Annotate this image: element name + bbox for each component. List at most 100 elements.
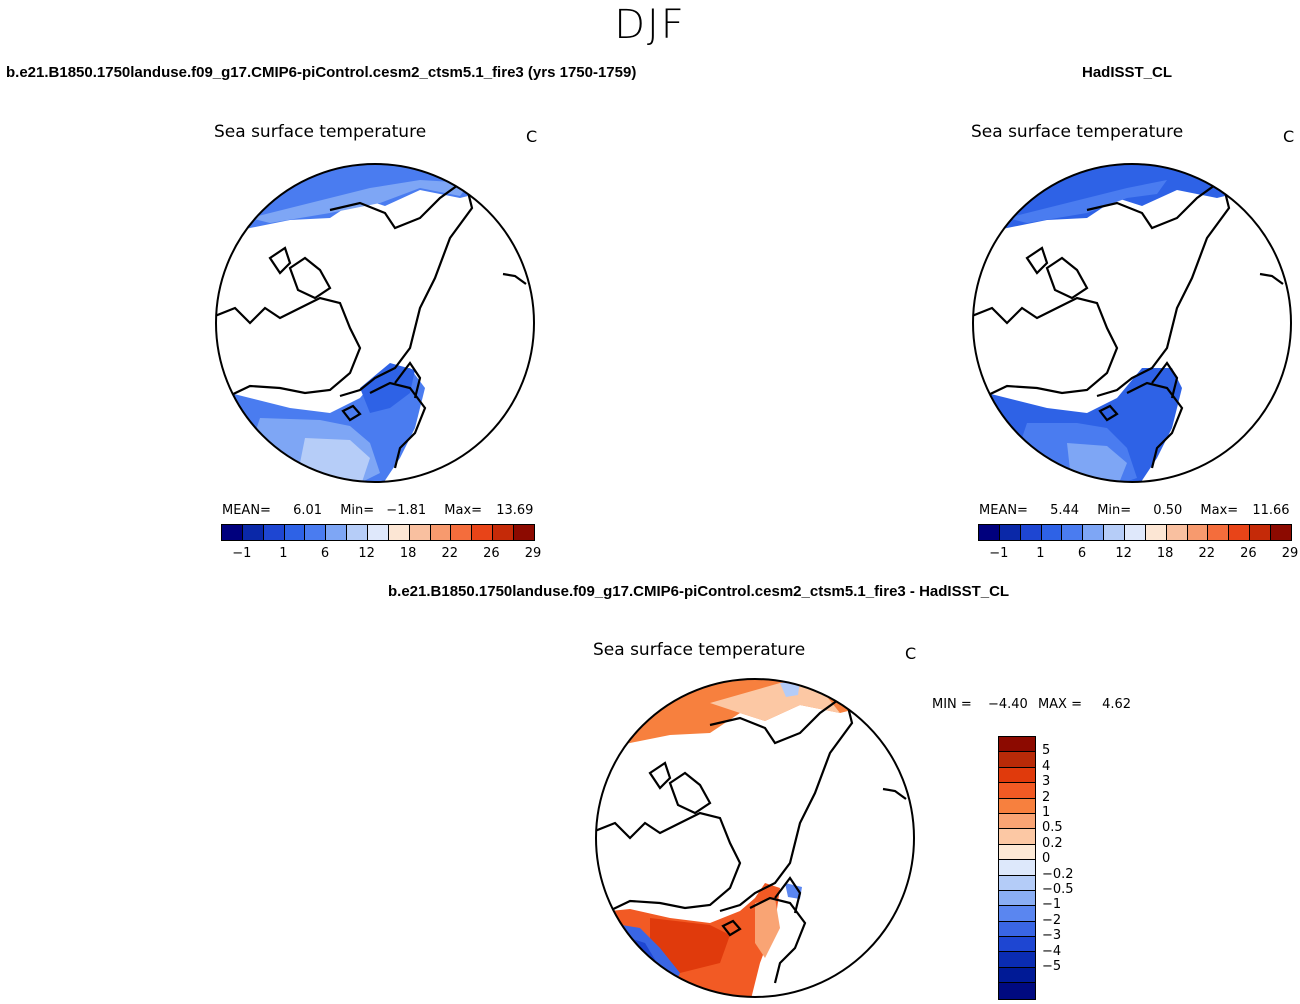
colorbar-cell [979, 525, 1000, 540]
colorbar-tick-label: −4 [1042, 943, 1062, 959]
colorbar-cell [388, 525, 410, 540]
diff-polar-map [595, 678, 915, 998]
obs-mean-value: 5.44 [1050, 503, 1080, 518]
colorbar-cell [1229, 525, 1251, 540]
colorbar-cell [493, 525, 515, 540]
colorbar-cell [999, 798, 1035, 814]
colorbar-tick-label: 1 [1042, 805, 1051, 820]
colorbar-tick-label: −1 [232, 546, 252, 561]
model-polar-map [215, 163, 535, 483]
colorbar-tick-label: −0.2 [1042, 866, 1074, 882]
diff-units: C [905, 644, 917, 663]
colorbar-cell [1250, 525, 1272, 540]
colorbar-cell [514, 525, 534, 540]
model-stats: MEAN= 6.01 Min= −1.81 Max= 13.69 [222, 503, 533, 518]
colorbar-cell [409, 525, 431, 540]
colorbar-cell [1166, 525, 1188, 540]
colorbar-cell [999, 983, 1035, 999]
colorbar-cell [368, 525, 389, 540]
colorbar-cell [999, 967, 1035, 984]
colorbar-cell [1271, 525, 1291, 540]
model-max-value: 13.69 [496, 503, 534, 518]
colorbar-cell [999, 737, 1035, 753]
diff-max-label: MAX = [1037, 697, 1082, 712]
model-mean-label: MEAN= [222, 503, 271, 518]
diff-pacific-slight [710, 683, 840, 721]
colorbar-cell [430, 525, 452, 540]
obs-variable-title: Sea surface temperature [971, 122, 1184, 142]
colorbar-tick-label: 22 [1198, 546, 1216, 561]
colorbar-cell [451, 525, 473, 540]
colorbar-cell [1104, 525, 1126, 540]
colorbar-cell [999, 767, 1035, 784]
diff-case-title: b.e21.B1850.1750landuse.f09_g17.CMIP6-pi… [388, 583, 1010, 600]
diff-min-label: MIN = [932, 697, 972, 712]
colorbar-tick-label: 0 [1042, 851, 1051, 867]
colorbar-tick-label: 3 [1042, 774, 1051, 790]
colorbar-cell [999, 844, 1035, 861]
obs-min-label: Min= [1097, 503, 1132, 518]
diff-barents-cool [785, 883, 802, 899]
season-title: DJF [614, 2, 686, 48]
diff-nordic-slight [755, 898, 780, 958]
colorbar-tick-label: 1 [1036, 546, 1045, 561]
colorbar-cell [242, 525, 264, 540]
colorbar-tick-label: −1 [1042, 897, 1062, 913]
model-variable-title: Sea surface temperature [214, 122, 427, 142]
colorbar-tick-label: 26 [483, 546, 500, 561]
colorbar-tick-label: 22 [441, 546, 459, 561]
obs-pacific-sst [973, 164, 1291, 238]
colorbar-cell [999, 890, 1035, 907]
colorbar-tick-label: 12 [358, 546, 375, 561]
obs-min-value: 0.50 [1153, 503, 1183, 518]
colorbar-cell [222, 525, 243, 540]
diff-min-value: −4.40 [987, 697, 1028, 712]
colorbar-tick-label: −3 [1042, 928, 1062, 944]
obs-max-label: Max= [1200, 503, 1239, 518]
diff-colorbar [998, 736, 1036, 1000]
model-colorbar-ticks: −1 1 6 12 18 22 26 29 [221, 546, 541, 562]
colorbar-cell [999, 752, 1035, 768]
diff-max-value: 4.62 [1102, 697, 1132, 712]
colorbar-tick-label: 1 [279, 546, 288, 561]
model-mean-value: 6.01 [293, 503, 323, 518]
colorbar-cell [472, 525, 494, 540]
colorbar-tick-label: 18 [399, 546, 417, 561]
colorbar-tick-label: 18 [1156, 546, 1174, 561]
colorbar-cell [1208, 525, 1230, 540]
colorbar-tick-label: 12 [1115, 546, 1132, 561]
colorbar-tick-label: 0.5 [1042, 820, 1063, 836]
colorbar-cell [999, 783, 1035, 799]
obs-stats: MEAN= 5.44 Min= 0.50 Max= 11.66 [979, 503, 1290, 518]
colorbar-tick-label: −0.5 [1042, 882, 1074, 897]
colorbar-tick-label: 0.2 [1042, 835, 1063, 851]
colorbar-cell [1083, 525, 1105, 540]
obs-colorbar [978, 524, 1292, 541]
model-colorbar [221, 524, 535, 541]
colorbar-cell [1041, 525, 1063, 540]
colorbar-tick-label: 29 [524, 546, 542, 561]
model-units: C [526, 127, 538, 146]
colorbar-tick-label: 26 [1240, 546, 1257, 561]
colorbar-cell [1020, 525, 1042, 540]
obs-case-title: HadISST_CL [1082, 64, 1173, 81]
colorbar-tick-label: 5 [1042, 743, 1051, 759]
colorbar-cell [305, 525, 327, 540]
colorbar-cell [999, 952, 1035, 968]
colorbar-cell [263, 525, 285, 540]
model-max-label: Max= [444, 503, 483, 518]
colorbar-cell [999, 860, 1035, 876]
obs-colorbar-ticks: −1 1 6 12 18 22 26 29 [978, 546, 1298, 562]
colorbar-tick-label: 29 [1281, 546, 1299, 561]
colorbar-cell [999, 829, 1035, 845]
obs-max-value: 11.66 [1252, 503, 1290, 518]
colorbar-tick-label: 6 [1077, 546, 1087, 561]
obs-polar-map [972, 163, 1292, 483]
model-case-title: b.e21.B1850.1750landuse.f09_g17.CMIP6-pi… [6, 64, 637, 81]
model-min-label: Min= [340, 503, 375, 518]
colorbar-cell [999, 937, 1035, 953]
colorbar-tick-label: −5 [1042, 959, 1062, 974]
obs-mean-label: MEAN= [979, 503, 1028, 518]
diff-variable-title: Sea surface temperature [593, 640, 806, 660]
colorbar-cell [999, 813, 1035, 830]
